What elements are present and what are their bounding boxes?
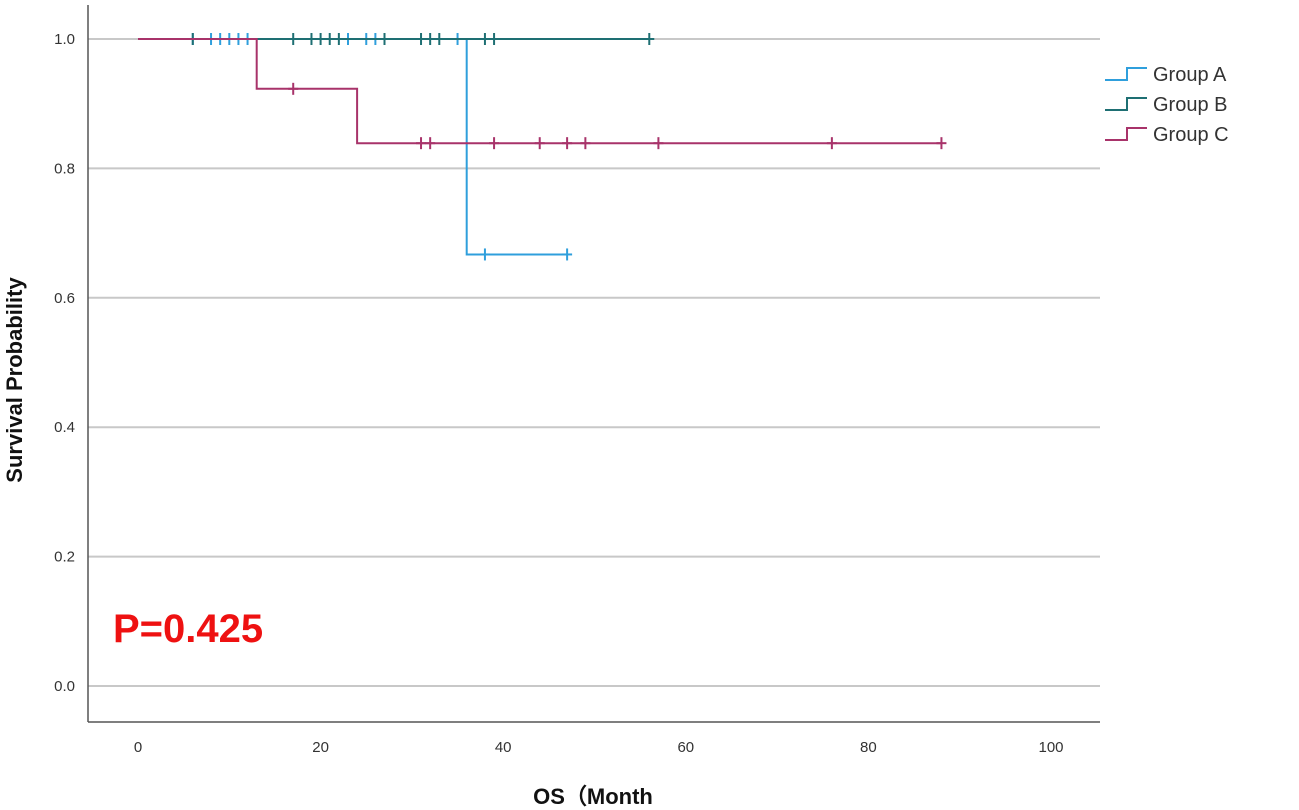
grid-lines — [88, 38, 1100, 687]
y-tick-label: 1.0 — [54, 31, 75, 48]
y-axis-ticks: 0.0 0.2 0.4 0.6 0.8 1.0 — [54, 31, 75, 695]
y-tick-label: 0.2 — [54, 549, 75, 566]
x-tick-label: 0 — [134, 739, 142, 756]
x-tick-label: 80 — [860, 739, 877, 756]
y-axis-title: Survival Probability — [2, 277, 27, 483]
legend-swatch — [1105, 97, 1147, 111]
legend-item: Group B — [1105, 94, 1227, 116]
x-tick-label: 60 — [677, 739, 694, 756]
y-tick-label: 0.0 — [54, 678, 75, 695]
legend-item: Group A — [1105, 64, 1227, 86]
survival-curves — [138, 33, 947, 261]
legend-swatch — [1105, 67, 1147, 81]
legend-label: Group B — [1153, 94, 1227, 116]
legend-swatch — [1105, 127, 1147, 141]
axes — [87, 5, 1100, 723]
legend-label: Group A — [1153, 64, 1227, 86]
survival-curve — [138, 38, 568, 256]
legend-label: Group C — [1153, 124, 1229, 146]
x-tick-label: 40 — [495, 739, 512, 756]
legend-item: Group C — [1105, 124, 1229, 146]
x-axis-ticks: 0 20 40 60 80 100 — [134, 739, 1064, 756]
x-tick-label: 100 — [1038, 739, 1063, 756]
legend: Group A Group B Group C — [1105, 64, 1229, 146]
p-value-annotation: P=0.425 — [113, 607, 263, 651]
y-tick-label: 0.8 — [54, 160, 75, 177]
series-group-c — [138, 38, 947, 150]
x-tick-label: 20 — [312, 739, 329, 756]
survival-curve — [138, 38, 942, 145]
y-tick-label: 0.4 — [54, 419, 75, 436]
y-tick-label: 0.6 — [54, 290, 75, 307]
x-axis-title: OS（Month — [533, 784, 653, 809]
series-group-a — [138, 33, 573, 261]
